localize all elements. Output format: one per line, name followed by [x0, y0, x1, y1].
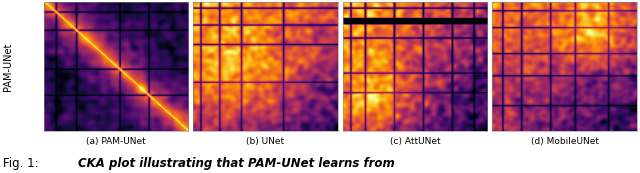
Text: CKA plot illustrating that PAM-UNet learns from: CKA plot illustrating that PAM-UNet lear…: [78, 157, 395, 170]
Text: (a) PAM-UNet: (a) PAM-UNet: [86, 137, 146, 146]
Text: Fig. 1:: Fig. 1:: [3, 157, 43, 170]
Text: (d) MobileUNet: (d) MobileUNet: [531, 137, 598, 146]
Text: PAM-UNet: PAM-UNet: [3, 42, 13, 91]
Text: (c) AttUNet: (c) AttUNet: [390, 137, 440, 146]
Text: (b) UNet: (b) UNet: [246, 137, 284, 146]
